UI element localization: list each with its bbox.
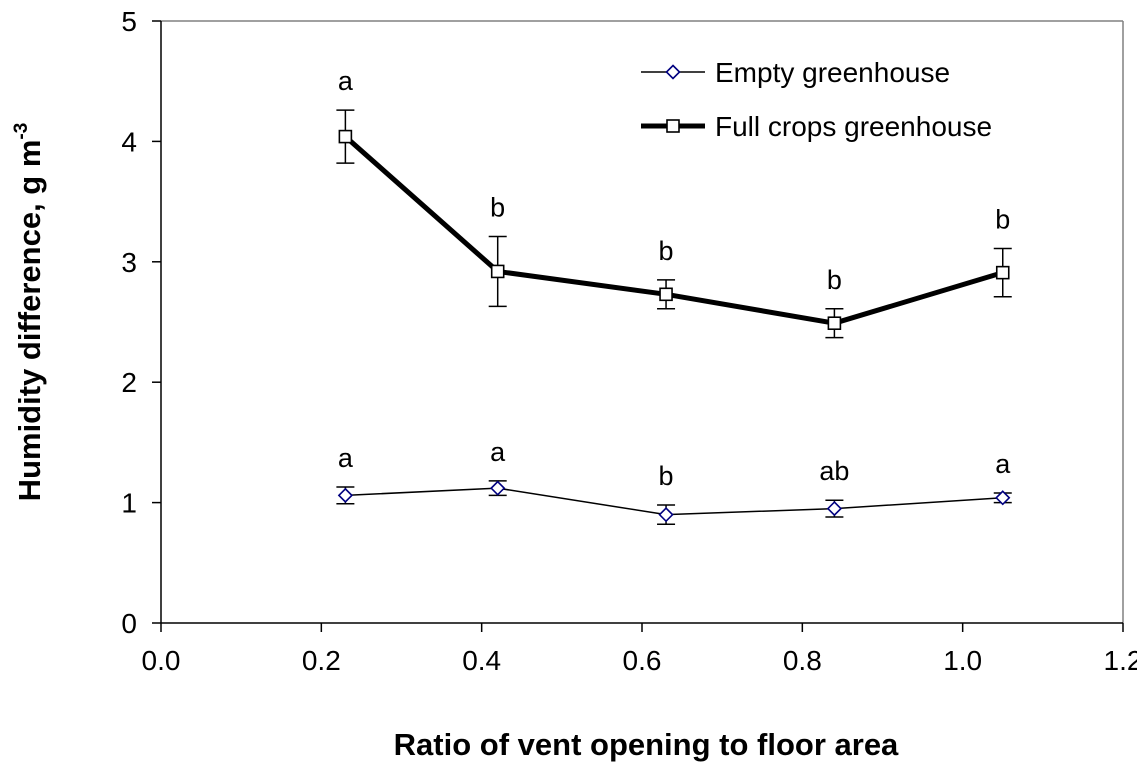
axes: 0 1 2 3 4 5 0.0 0.2 0.4 0.6 0.8 1.0 1.2 [121,6,1137,676]
significance-label-full-crops: a [338,66,354,96]
y-tick-label: 3 [121,247,137,278]
data-point-empty [658,507,674,523]
data-point-empty [995,490,1011,506]
y-tick-label: 2 [121,367,137,398]
legend-swatch-marker [666,119,680,133]
data-point-full-crops [659,287,673,302]
data-point-full-crops [827,316,842,331]
y-tick-label: 0 [121,608,137,639]
legend-item-empty: Empty greenhouse [641,57,950,88]
data-point-empty [337,487,354,504]
significance-label-full-crops: b [827,265,842,295]
y-axis-title-superscript: -3 [11,123,32,140]
significance-label-empty: ab [819,456,849,486]
x-tick-label: 0.2 [302,645,341,676]
significance-label-full-crops: b [995,205,1010,235]
legend-swatch-marker [665,64,681,80]
series-empty [336,480,1012,526]
data-point-full-crops [490,264,505,279]
y-tick-label: 1 [121,488,137,519]
x-tick-label: 0.6 [623,645,662,676]
significance-label-full-crops: b [659,236,674,266]
legend: Empty greenhouse Full crops greenhouse [641,57,992,142]
significance-label-empty: a [995,449,1011,479]
significance-label-empty: a [490,437,506,467]
data-point-full-crops [338,129,353,144]
legend-label-full-crops: Full crops greenhouse [715,111,992,142]
y-axis-title-text: Humidity difference, g m [12,140,47,502]
x-tick-label: 1.0 [943,645,982,676]
data-point-empty [490,480,506,496]
x-axis-title: Ratio of vent opening to floor area [394,727,899,762]
significance-label-full-crops: b [490,193,505,223]
series-line-full-crops [343,134,1004,326]
y-tick-label: 5 [121,6,137,37]
series-layer [336,109,1012,526]
significance-label-empty: b [659,461,674,491]
legend-item-full-crops: Full crops greenhouse [641,111,992,142]
plot-area [161,20,1124,623]
y-tick-label: 4 [121,126,137,157]
legend-label-empty: Empty greenhouse [715,57,950,88]
series-full-crops [336,109,1012,339]
series-line-empty [345,487,1003,516]
x-tick-label: 0.0 [142,645,181,676]
data-point-full-crops [995,265,1010,280]
data-point-empty [826,500,843,517]
y-axis-title: Humidity difference, g m-3 [11,123,47,502]
significance-label-empty: a [338,443,354,473]
x-tick-label: 0.8 [783,645,822,676]
x-tick-label: 1.2 [1104,645,1137,676]
x-tick-label: 0.4 [462,645,501,676]
